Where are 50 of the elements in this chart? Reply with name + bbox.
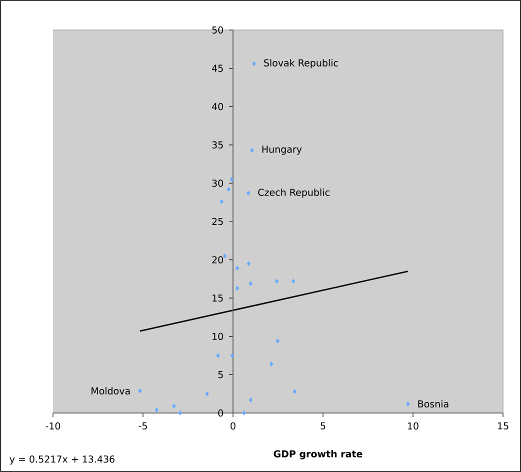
x-tick-label: -5 <box>138 422 147 430</box>
y-tick-label: 15 <box>212 294 223 302</box>
point <box>292 389 297 394</box>
point <box>248 281 252 286</box>
y-tick-label: 5 <box>218 371 223 378</box>
point <box>220 199 224 204</box>
point <box>205 391 209 396</box>
annotation: Bosnia <box>418 400 448 408</box>
point <box>269 362 274 366</box>
point <box>235 266 240 271</box>
point <box>154 408 159 412</box>
annotation: Moldova <box>92 387 130 394</box>
point <box>230 176 234 182</box>
annotation: Hungary <box>262 146 302 155</box>
point <box>291 278 296 284</box>
point <box>226 186 231 192</box>
x-tick-label: 15 <box>498 422 508 430</box>
point <box>248 398 252 402</box>
text: y = 0.5217x + 13.436 <box>10 455 114 465</box>
point <box>138 388 142 394</box>
point <box>222 254 227 258</box>
point <box>216 353 220 358</box>
x-axis-title: GDP growth rate <box>274 450 362 460</box>
y-tick-label: 20 <box>212 256 223 264</box>
annotation: Czech Republic <box>258 188 330 198</box>
x-tick-label: 0 <box>230 422 236 430</box>
point <box>406 401 410 406</box>
point <box>246 190 250 196</box>
y-tick-label: 50 <box>212 26 223 34</box>
point <box>235 286 240 291</box>
point <box>274 278 279 284</box>
y-tick-label: 10 <box>212 332 223 340</box>
x-tick-label: -10 <box>46 422 60 430</box>
y-tick-label: 40 <box>212 103 223 110</box>
y-tick-label: 45 <box>212 64 223 72</box>
y-tick-label: 0 <box>218 409 224 417</box>
point <box>276 338 280 344</box>
annotation: Slovak Republic <box>264 59 338 68</box>
point <box>242 410 246 416</box>
y-tick-label: 25 <box>212 218 223 226</box>
x-tick-label: 10 <box>408 422 418 430</box>
point <box>178 410 182 416</box>
point <box>172 404 176 409</box>
x-tick-label: 5 <box>320 422 326 430</box>
point <box>252 61 256 66</box>
point <box>250 148 254 153</box>
y-tick-label: 35 <box>212 141 223 148</box>
point <box>230 353 234 358</box>
y-tick-label: 30 <box>212 180 223 187</box>
point <box>246 261 251 266</box>
